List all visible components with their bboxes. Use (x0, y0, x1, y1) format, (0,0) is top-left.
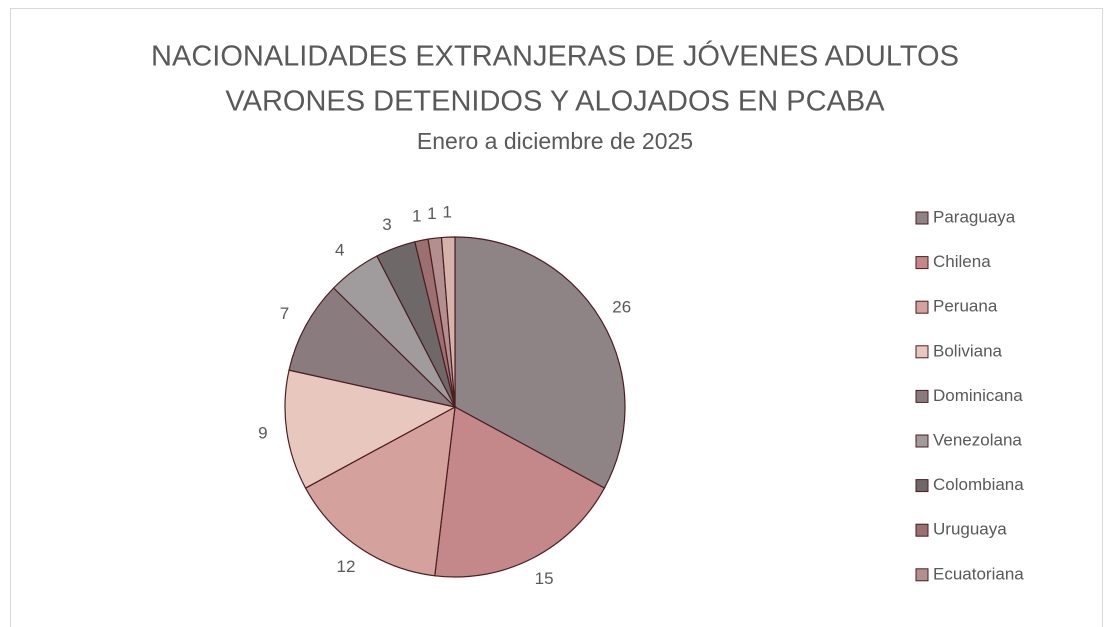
pie-slice (440, 236, 456, 408)
chart-title: NACIONALIDADES EXTRANJERAS DE JÓVENES AD… (151, 40, 959, 73)
legend-swatch (915, 211, 929, 225)
legend-swatch (915, 300, 929, 314)
legend-label: Uruguaya (933, 520, 1007, 539)
data-label: 26 (612, 297, 631, 316)
pie-slice (284, 369, 457, 489)
data-label: 12 (337, 557, 356, 576)
pie-slice (288, 287, 457, 409)
data-label: 1 (427, 204, 436, 223)
legend-swatch (915, 389, 929, 403)
legend-swatch (915, 479, 929, 493)
legend-label: Peruana (933, 297, 998, 316)
pie-slice (434, 406, 606, 578)
chart-subtitle: Enero a diciembre de 2025 (417, 128, 693, 154)
legend-label: Venezolana (933, 430, 1022, 449)
legend-swatch (915, 434, 929, 448)
data-label: 9 (258, 423, 267, 442)
pie-slice (304, 405, 456, 577)
chart-frame (10, 8, 1103, 627)
legend-swatch (915, 523, 929, 537)
data-label: 1 (443, 203, 452, 222)
data-label: 3 (382, 215, 391, 234)
legend-label: Chilena (933, 252, 991, 271)
legend-label: Colombiana (933, 475, 1024, 494)
legend-label: Dominicana (933, 386, 1023, 405)
data-label: 4 (335, 240, 344, 259)
legend-label: Ecuatoriana (933, 564, 1024, 583)
legend-swatch (915, 345, 929, 359)
legend-label: Boliviana (933, 341, 1003, 360)
legend-swatch (915, 568, 929, 582)
pie-slice (454, 236, 626, 489)
chart-title: VARONES DETENIDOS Y ALOJADOS EN PCABA (225, 86, 885, 118)
data-label: 15 (535, 569, 554, 588)
legend-label: Paraguaya (933, 207, 1016, 226)
legend-swatch (915, 256, 929, 270)
data-label: 1 (412, 206, 421, 225)
data-label: 7 (280, 304, 289, 323)
